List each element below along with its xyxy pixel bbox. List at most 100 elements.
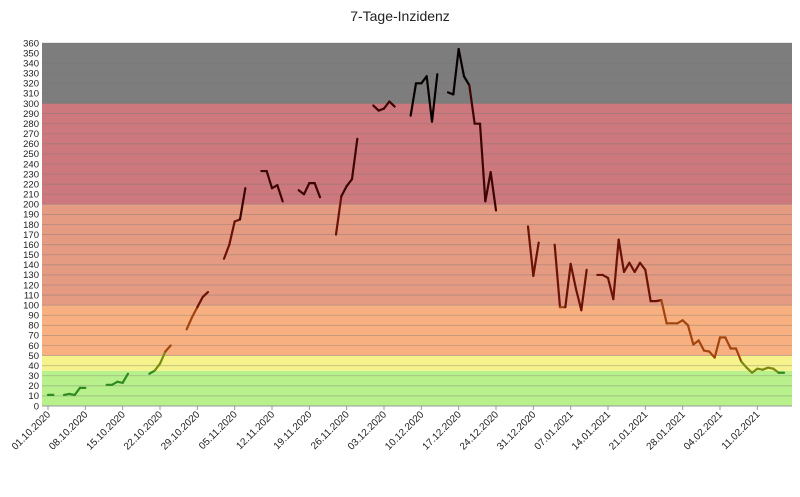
series-0-segment-16.01.2021: [617, 238, 626, 273]
y-tick-label: 340: [23, 58, 39, 69]
y-tick-label: 60: [28, 341, 39, 352]
y-tick-label: 150: [23, 250, 39, 261]
series-0-segment-06.01.2021: [564, 262, 572, 309]
series-0-segment-08.01.2021: [574, 287, 583, 312]
y-tick-label: 50: [28, 351, 39, 362]
x-tick-label: 28.01.2021: [645, 409, 688, 452]
chart-title: 7-Tage-Inzidenz: [350, 8, 450, 24]
y-tick-label: 20: [28, 381, 39, 392]
x-tick-label: 04.02.2021: [682, 409, 725, 452]
series-0-segment-09.02.2021: [745, 366, 754, 374]
series-0-segment-31.12.2020: [532, 241, 540, 278]
series-0-segment-21.10.2020: [153, 362, 162, 372]
y-tick-label: 280: [23, 119, 39, 130]
series-0-segment-20.01.2021: [638, 261, 647, 271]
series-0-segment-19.12.2020: [468, 84, 476, 125]
series-0-segment-05.02.2021: [724, 336, 732, 350]
y-tick-label: 240: [23, 159, 39, 170]
y-tick-label: 270: [23, 129, 39, 140]
series-0-segment-03.02.2021: [713, 336, 722, 359]
y-tick-label: 100: [23, 300, 39, 311]
series-0-segment-30.12.2020: [526, 225, 535, 278]
y-tick-label: 130: [23, 270, 39, 281]
y-tick-label: 190: [23, 210, 39, 221]
band-35-50: [42, 355, 792, 371]
x-tick-label: 10.12.2020: [383, 409, 426, 452]
x-tick-label: 11.02.2021: [720, 409, 763, 452]
y-tick-label: 200: [23, 200, 39, 211]
x-tick-label: 12.11.2020: [234, 409, 277, 452]
series-0-segment-11.11.2020: [265, 169, 274, 190]
y-tick-label: 350: [23, 48, 39, 59]
band-300-360: [42, 43, 792, 104]
series-0-segment-04.12.2020: [388, 100, 396, 108]
series-0-segment-12.12.2020: [430, 73, 439, 123]
series-0-segment-29.01.2021: [686, 324, 695, 346]
series-0-segment-23.12.2020: [489, 170, 498, 212]
series-0-segment-03.12.2020: [382, 100, 391, 110]
series-0-segment-06.10.2020: [73, 386, 82, 397]
series-0-segment-15.01.2021: [612, 238, 620, 301]
y-tick-label: 230: [23, 169, 39, 180]
y-tick-label: 40: [28, 361, 39, 372]
series-0-segment-07.02.2021: [734, 347, 743, 363]
series-0-segment-10.02.2021: [750, 367, 759, 374]
y-tick-label: 310: [23, 89, 39, 100]
x-tick-label: 15.10.2020: [85, 409, 128, 452]
x-tick-label: 19.11.2020: [272, 409, 315, 452]
x-tick-label: 31.12.2020: [495, 409, 538, 452]
series-0-segment-27.11.2020: [350, 137, 359, 181]
series-0-segment-28.10.2020: [190, 306, 199, 319]
y-tick-label: 10: [28, 391, 39, 402]
x-tick-label: 17.12.2020: [421, 409, 464, 452]
y-tick-label: 220: [23, 179, 39, 190]
y-tick-label: 180: [23, 220, 39, 231]
band-100-200: [42, 204, 792, 306]
y-tick-label: 0: [34, 401, 39, 412]
y-tick-label: 360: [23, 38, 39, 49]
series-0-segment-25.11.2020: [340, 185, 348, 198]
y-tick-label: 90: [28, 311, 39, 322]
series-0-segment-17.01.2021: [622, 261, 631, 273]
series-0-segment-08.02.2021: [740, 360, 748, 369]
x-tick-label: 05.11.2020: [197, 409, 240, 452]
x-tick-label: 01.10.2020: [10, 409, 53, 452]
series-0-segment-04.11.2020: [228, 220, 236, 246]
series-0-segment-29.10.2020: [196, 296, 204, 309]
series-0-segment-07.01.2021: [569, 262, 578, 291]
y-tick-label: 320: [23, 79, 39, 90]
series-0-segment-24.01.2021: [660, 299, 668, 325]
series-0-segment-24.11.2020: [334, 195, 343, 236]
series-0-segment-20.11.2020: [313, 182, 322, 199]
series-0-segment-15.10.2020: [121, 372, 130, 384]
series-0-segment-30.01.2021: [692, 339, 700, 346]
series-0-segment-26.11.2020: [345, 178, 354, 188]
y-tick-label: 30: [28, 371, 39, 382]
y-tick-label: 110: [24, 290, 39, 301]
series-0-segment-21.01.2021: [644, 268, 652, 303]
series-0-segment-18.11.2020: [302, 182, 311, 196]
series-0-segment-18.01.2021: [628, 261, 636, 273]
y-tick-label: 140: [23, 260, 39, 271]
series-0-segment-06.11.2020: [238, 187, 247, 221]
series-0-segment-22.10.2020: [158, 350, 167, 365]
y-tick-label: 290: [23, 109, 39, 120]
x-tick-label: 22.10.2020: [122, 409, 165, 452]
y-tick-label: 70: [28, 331, 39, 342]
series-0-segment-30.10.2020: [201, 290, 210, 299]
series-0-segment-01.12.2020: [372, 104, 380, 112]
x-tick-label: 07.01.2021: [533, 409, 576, 452]
series-0-segment-11.12.2020: [425, 75, 434, 123]
band-200-300: [42, 103, 792, 205]
y-tick-label: 120: [23, 280, 39, 291]
series-0-segment-13.11.2020: [276, 184, 284, 203]
series-0-segment-22.12.2020: [484, 170, 492, 203]
series-0-segment-17.12.2020: [457, 47, 466, 78]
series-0-segment-02.02.2021: [708, 350, 716, 359]
series-0-segment-04.01.2021: [553, 243, 562, 309]
y-tick-label: 160: [23, 240, 39, 251]
y-tick-label: 210: [23, 190, 39, 201]
series-0-segment-19.01.2021: [633, 261, 642, 273]
x-tick-label: 21.01.2021: [607, 409, 650, 452]
series-0-segment-14.01.2021: [606, 276, 615, 301]
